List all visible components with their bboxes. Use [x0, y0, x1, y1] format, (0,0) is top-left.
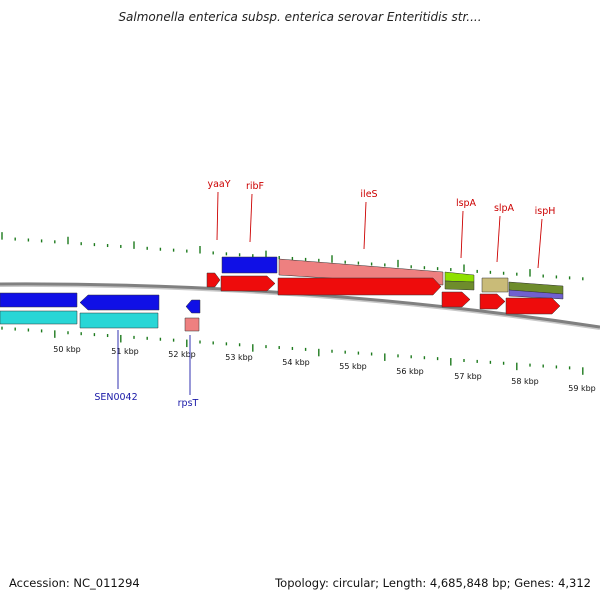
ruler-label: 50 kbp: [53, 345, 81, 354]
gene-feature-cyan: [79, 312, 159, 329]
gene-feature-cyan: [0, 310, 78, 325]
gene-label-ribF[interactable]: ribF: [246, 181, 264, 192]
gene-label-leader: [216, 191, 219, 241]
gene-label-rpsT[interactable]: rpsT: [178, 398, 199, 409]
gene-labels: yaaY ribF ileS lspA slpA ispH SEN0042 rpsT: [94, 179, 555, 409]
gene-feature-khaki: [481, 277, 509, 293]
gene-label-leader: [249, 193, 253, 243]
ruler-ticks-bottom: [1, 326, 584, 375]
ruler-label: 57 kbp: [454, 372, 482, 381]
gene-label-SEN0042[interactable]: SEN0042: [94, 392, 137, 403]
gene-feature-ileS-arrow: [277, 277, 442, 296]
gene-feature-ispH-arrow: [505, 297, 561, 315]
ruler-label: 51 kbp: [111, 347, 139, 356]
gene-label-ileS[interactable]: ileS: [360, 189, 377, 200]
gene-label-leader: [537, 218, 543, 269]
gene-feature-red-arrow: [479, 293, 506, 310]
ruler-label: 53 kbp: [225, 353, 253, 362]
gene-label-slpA[interactable]: slpA: [494, 203, 515, 214]
gene-feature-blue-arrow: [79, 294, 160, 311]
gene-feature-olive: [444, 280, 475, 291]
ruler-label: 59 kbp: [568, 384, 596, 393]
gene-feature-salmon: [184, 317, 200, 332]
gene-feature-red-arrow: [206, 272, 221, 288]
gene-features: [0, 256, 564, 332]
ruler-label: 56 kbp: [396, 367, 424, 376]
gene-label-yaaY[interactable]: yaaY: [207, 179, 230, 190]
gene-feature-blue: [0, 292, 78, 308]
ruler-labels: 50 kbp 51 kbp 52 kbp 53 kbp 54 kbp 55 kbp 56 k…: [53, 345, 596, 393]
accession-text: Accession: NC_011294: [9, 576, 140, 590]
gene-feature-rpsT-arrow: [185, 299, 201, 314]
gene-label-leader: [363, 201, 367, 250]
gene-label-leader: [460, 210, 464, 259]
gene-feature-red-arrow: [220, 275, 276, 292]
gene-feature-purple: [508, 289, 564, 300]
ruler-label: 55 kbp: [339, 362, 367, 371]
ruler-label: 58 kbp: [511, 377, 539, 386]
ruler-label: 52 kbp: [168, 350, 196, 359]
gene-feature-lime: [444, 271, 475, 283]
gene-label-leader: [496, 215, 501, 263]
genome-summary-text: Topology: circular; Length: 4,685,848 bp…: [275, 576, 591, 590]
ruler-label: 54 kbp: [282, 358, 310, 367]
gene-label-ispH[interactable]: ispH: [535, 206, 556, 217]
gene-label-lspA[interactable]: lspA: [456, 198, 477, 209]
gene-feature-blue: [221, 256, 278, 274]
genome-title: Salmonella enterica subsp. enterica sero…: [118, 10, 482, 24]
gene-feature-red-arrow: [441, 291, 471, 308]
